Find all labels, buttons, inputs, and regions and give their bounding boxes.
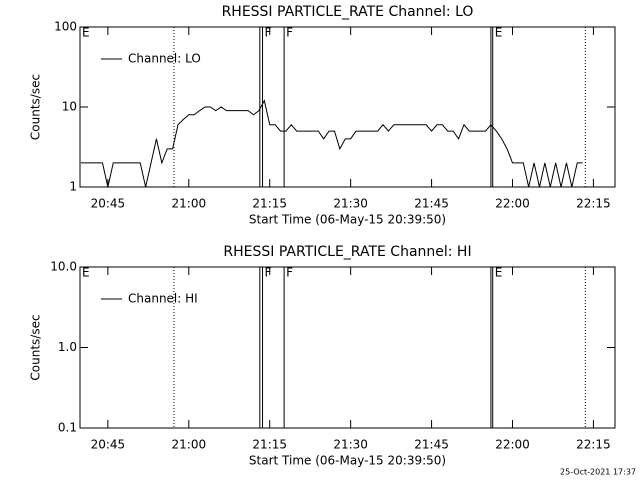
- x-tick-label: 20:45: [91, 438, 126, 452]
- chart-title: RHESSI PARTICLE_RATE Channel: HI: [223, 244, 471, 260]
- y-axis-label: Counts/sec: [29, 74, 43, 140]
- x-tick-label: 21:00: [172, 197, 207, 211]
- x-tick-label: 21:45: [414, 438, 449, 452]
- y-tick-label: 10: [62, 100, 77, 114]
- y-tick-label: 0.1: [58, 421, 77, 435]
- chart-title: RHESSI PARTICLE_RATE Channel: LO: [222, 4, 474, 20]
- x-tick-label: 21:00: [172, 438, 207, 452]
- flag-label: F: [265, 26, 272, 40]
- data-line: [80, 99, 583, 188]
- y-tick-label: 1: [69, 180, 77, 194]
- flag-label: F: [286, 266, 293, 280]
- x-axis-label: Start Time (06-May-15 20:39:50): [249, 454, 446, 468]
- flag-label: E: [82, 266, 90, 280]
- x-tick-label: 21:15: [252, 438, 287, 452]
- x-axis-label: Start Time (06-May-15 20:39:50): [249, 213, 446, 227]
- x-tick-label: 21:15: [252, 197, 287, 211]
- x-tick-label: 20:45: [91, 197, 126, 211]
- x-tick-label: 22:00: [495, 438, 530, 452]
- flag-label: F: [286, 26, 293, 40]
- flag-label: F: [265, 266, 272, 280]
- x-tick-label: 21:30: [333, 438, 368, 452]
- y-tick-label: 100: [54, 20, 77, 34]
- x-tick-label: 21:30: [333, 197, 368, 211]
- x-tick-label: 21:45: [414, 197, 449, 211]
- flag-label: E: [495, 26, 503, 40]
- legend-label: Channel: HI: [128, 292, 198, 306]
- flag-label: E: [495, 266, 503, 280]
- y-tick-label: 1.0: [58, 340, 77, 354]
- legend-label: Channel: LO: [128, 52, 201, 66]
- flag-label: E: [82, 26, 90, 40]
- timestamp: 25-Oct-2021 17:37: [560, 468, 636, 477]
- y-tick-label: 10.0: [50, 260, 77, 274]
- x-tick-label: 22:15: [576, 197, 611, 211]
- y-axis-label: Counts/sec: [29, 314, 43, 380]
- x-tick-label: 22:00: [495, 197, 530, 211]
- x-tick-label: 22:15: [576, 438, 611, 452]
